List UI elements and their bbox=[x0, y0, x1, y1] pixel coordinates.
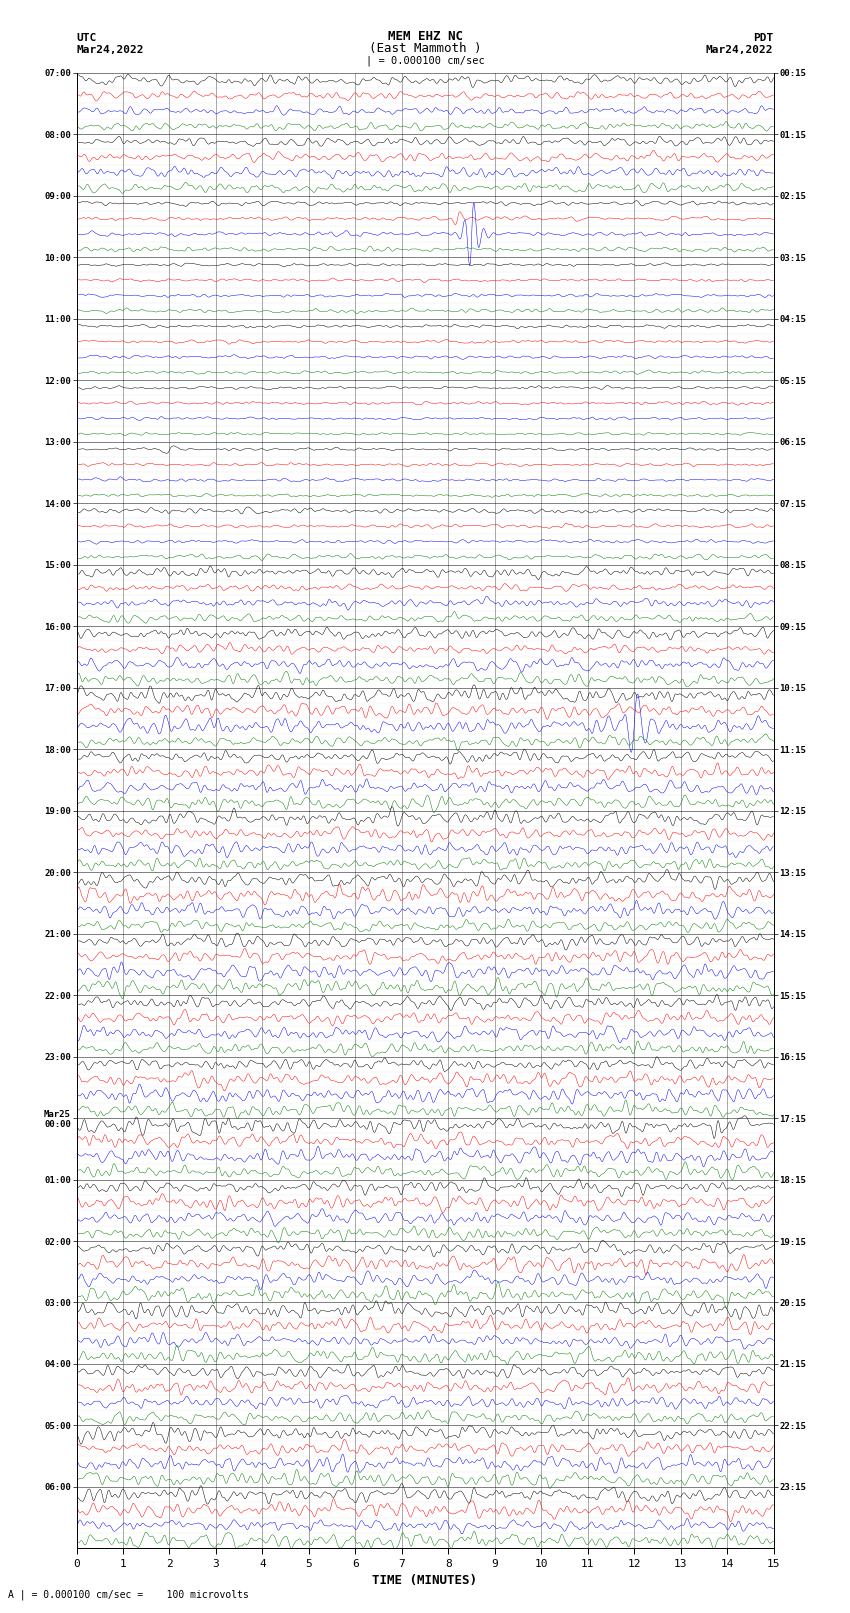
Text: | = 0.000100 cm/sec: | = 0.000100 cm/sec bbox=[366, 55, 484, 66]
Text: PDT: PDT bbox=[753, 32, 774, 44]
Text: Mar24,2022: Mar24,2022 bbox=[76, 45, 144, 55]
Text: Mar24,2022: Mar24,2022 bbox=[706, 45, 774, 55]
X-axis label: TIME (MINUTES): TIME (MINUTES) bbox=[372, 1574, 478, 1587]
Text: MEM EHZ NC: MEM EHZ NC bbox=[388, 29, 462, 44]
Text: (East Mammoth ): (East Mammoth ) bbox=[369, 42, 481, 55]
Text: UTC: UTC bbox=[76, 32, 97, 44]
Text: A | = 0.000100 cm/sec =    100 microvolts: A | = 0.000100 cm/sec = 100 microvolts bbox=[8, 1589, 249, 1600]
